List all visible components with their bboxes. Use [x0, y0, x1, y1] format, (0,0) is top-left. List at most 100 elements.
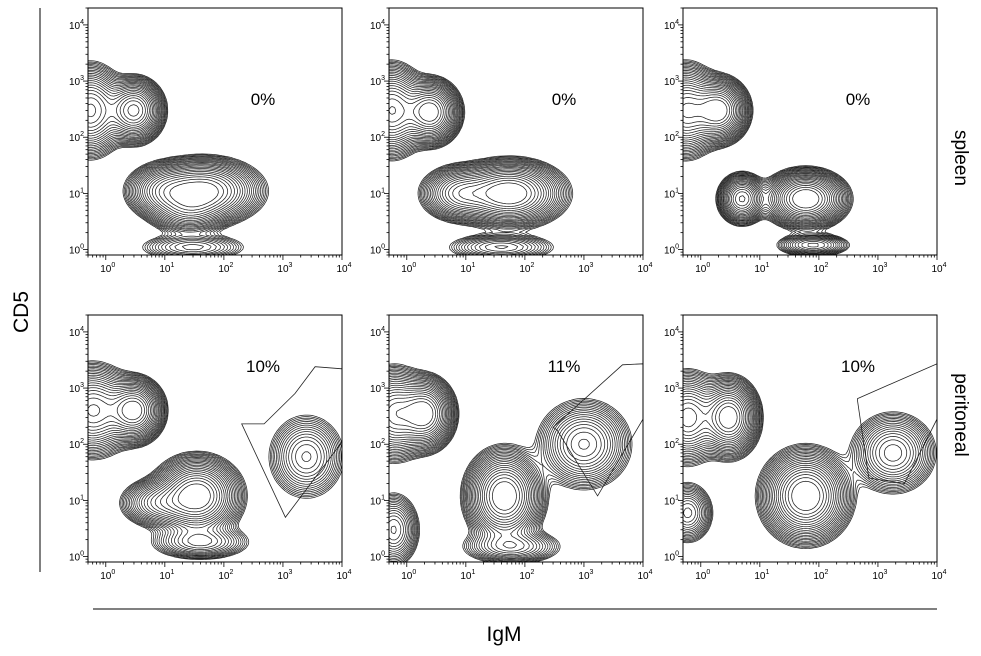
contour-line [683, 84, 832, 218]
y-tick-label: 103 [370, 382, 385, 395]
y-tick-label: 101 [69, 187, 84, 200]
contour-line [715, 402, 824, 515]
contour-line [683, 376, 929, 542]
contour-line [389, 80, 549, 218]
x-tick-label: 101 [159, 262, 174, 275]
contour-line [683, 370, 934, 547]
y-tick-label: 102 [370, 438, 385, 451]
contour-line [88, 363, 342, 559]
contour-line [389, 377, 616, 557]
contour-line [389, 391, 590, 523]
contour-line [683, 90, 828, 215]
y-tick-label: 103 [69, 382, 84, 395]
contour-line [683, 384, 919, 535]
contour-line [88, 66, 262, 255]
x-tick-label: 101 [460, 569, 475, 582]
contour-line [88, 93, 232, 216]
x-axis-title: IgM [486, 623, 521, 646]
contour-line [683, 65, 849, 255]
x-tick-label: 103 [872, 262, 887, 275]
contour-line [88, 87, 238, 220]
contour-line [683, 60, 853, 255]
contour-line [683, 78, 838, 248]
contour-line [389, 90, 539, 211]
contour-line [389, 374, 620, 559]
contour-line [683, 67, 847, 255]
y-tick-label: 104 [69, 19, 84, 32]
contour-line [389, 398, 520, 515]
contour-panel: 100 101 102 103 104 100 101 102 103 104 0% [370, 7, 653, 275]
contour-line [389, 386, 602, 535]
contour-line [683, 64, 850, 255]
gate-percentage: 11% [548, 357, 581, 376]
contour-line [683, 74, 841, 251]
gate-polygon [241, 366, 342, 519]
contour-line [88, 60, 269, 255]
contour-line [88, 360, 342, 560]
contour-line [389, 73, 558, 254]
contour-line [683, 82, 834, 219]
contour-line [389, 70, 561, 255]
gate-polygon [857, 363, 937, 484]
y-tick-label: 103 [69, 75, 84, 88]
x-tick-label: 100 [401, 262, 416, 275]
row-label-peritoneal: peritoneal [950, 373, 971, 456]
contour-line [389, 78, 552, 219]
x-tick-label: 104 [931, 262, 946, 275]
x-tick-label: 100 [401, 569, 416, 582]
contour-line [683, 399, 827, 518]
contour-line [389, 98, 532, 207]
gate-polygon [552, 363, 643, 497]
contour-line [389, 68, 563, 255]
x-tick-label: 104 [637, 262, 652, 275]
contour-line [88, 78, 248, 225]
contour-line [88, 364, 341, 558]
plot-frame [87, 314, 343, 563]
x-tick-label: 101 [159, 569, 174, 582]
contour-line [683, 395, 832, 523]
contour-line [389, 389, 598, 526]
contour-line [88, 65, 263, 255]
contour-line [683, 68, 846, 254]
contour-line [718, 406, 821, 511]
contour-line [389, 380, 611, 554]
y-tick-label: 100 [370, 244, 385, 257]
contour-line [389, 379, 614, 555]
contour-line [88, 361, 342, 560]
contour-line [683, 71, 844, 253]
contour-line [683, 393, 903, 525]
y-tick-label: 100 [664, 551, 679, 564]
contour-line [683, 380, 923, 538]
gate-percentage: 10% [246, 357, 280, 376]
y-tick-label: 103 [664, 75, 679, 88]
contour-line [389, 60, 572, 255]
y-tick-label: 101 [664, 187, 679, 200]
contour-panel: 100 101 102 103 104 100 101 102 103 104 10% [69, 314, 352, 582]
gate-percentage: 0% [846, 90, 871, 109]
contour-line [88, 373, 330, 553]
x-tick-label: 101 [754, 262, 769, 275]
contour-line [88, 97, 229, 214]
y-tick-label: 101 [370, 494, 385, 507]
contour-panel: 100 101 102 103 104 100 101 102 103 104 11% [370, 314, 653, 582]
contour-panel: 100 101 102 103 104 100 101 102 103 104 10% [664, 314, 947, 582]
contour-line [88, 376, 325, 550]
contour-line [389, 395, 523, 518]
contour-line [683, 373, 932, 545]
contour-line [683, 388, 914, 531]
x-tick-label: 101 [754, 569, 769, 582]
y-tick-label: 104 [370, 326, 385, 339]
gate-percentage: 0% [552, 90, 577, 109]
contour-line [389, 384, 606, 549]
contour-line [88, 80, 246, 224]
contour-line [88, 387, 225, 522]
contour-line [683, 99, 820, 209]
contour-line [683, 397, 830, 521]
contour-line [88, 76, 250, 251]
y-tick-label: 104 [664, 19, 679, 32]
x-tick-label: 102 [813, 262, 828, 275]
contour-line [88, 393, 221, 518]
y-tick-label: 103 [370, 75, 385, 88]
